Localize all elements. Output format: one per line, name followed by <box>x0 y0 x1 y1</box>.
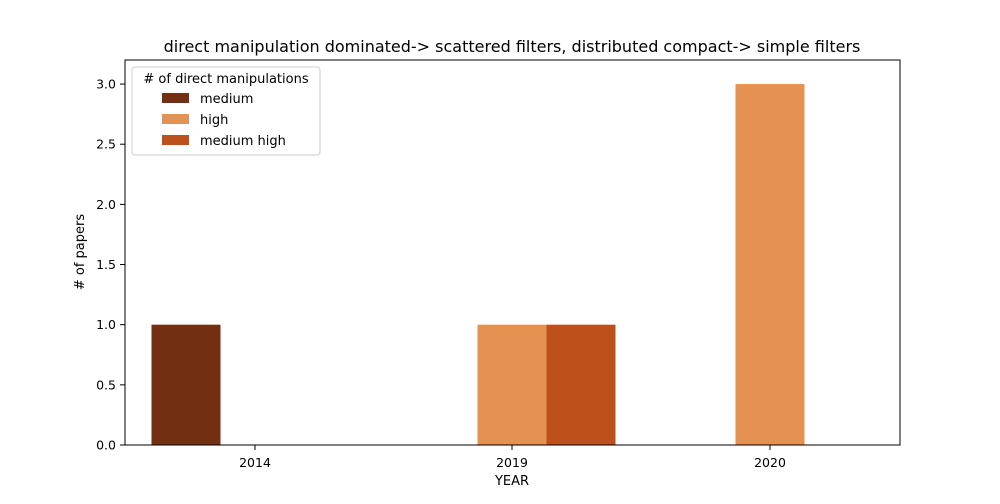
y-tick-label: 0.0 <box>96 438 116 453</box>
x-axis-ticks: 2014 2019 2020 <box>239 445 786 470</box>
legend-entry-label: high <box>200 113 228 128</box>
y-tick-label: 3.0 <box>96 77 116 92</box>
x-axis-label: YEAR <box>494 474 529 489</box>
y-axis-ticks: 0.0 0.5 1.0 1.5 2.0 2.5 3.0 <box>96 77 125 453</box>
y-tick-label: 1.0 <box>96 317 116 332</box>
bar-high-2019 <box>477 324 547 445</box>
legend-swatch <box>162 93 189 103</box>
y-tick-label: 2.5 <box>96 137 116 152</box>
bars-group <box>151 84 805 445</box>
y-tick-label: 0.5 <box>96 377 116 392</box>
y-tick-label: 1.5 <box>96 257 116 272</box>
y-axis-label: # of papers <box>73 214 88 291</box>
chart-title: direct manipulation dominated-> scattere… <box>164 37 861 56</box>
legend-swatch <box>162 135 189 145</box>
bar-medium-2014 <box>151 324 221 445</box>
bar-high-2020 <box>735 84 805 445</box>
legend-frame <box>131 66 321 156</box>
x-tick-label: 2020 <box>754 455 786 470</box>
x-tick-label: 2019 <box>496 455 528 470</box>
x-tick-label: 2014 <box>239 455 271 470</box>
legend-entry-label: medium <box>200 92 253 107</box>
legend-title: # of direct manipulations <box>143 72 308 87</box>
bar-medium-high-2019 <box>546 324 616 445</box>
y-tick-label: 2.0 <box>96 197 116 212</box>
legend: # of direct manipulations medium high mediu… <box>131 66 321 156</box>
legend-entry-label: medium high <box>200 134 286 149</box>
legend-swatch <box>162 114 189 124</box>
